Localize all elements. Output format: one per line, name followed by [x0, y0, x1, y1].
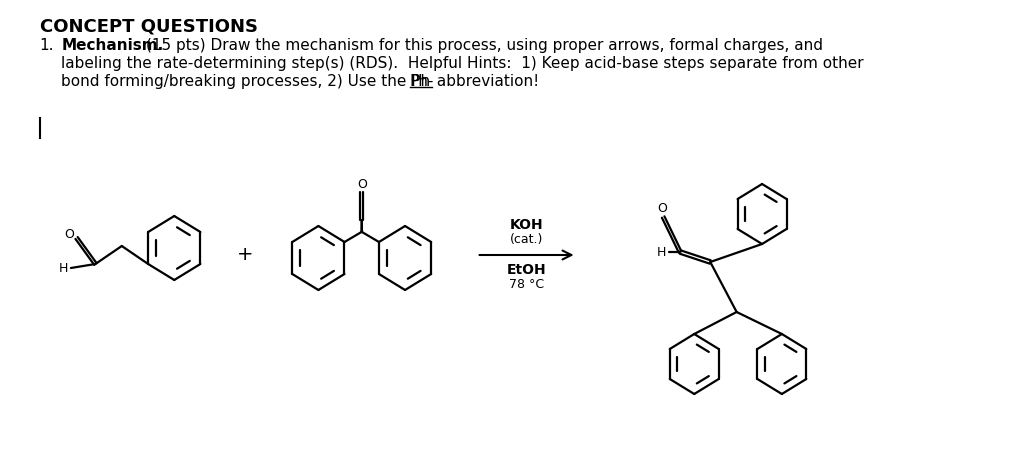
Text: O: O	[657, 202, 668, 215]
Text: bond forming/breaking processes, 2) Use the Ph: bond forming/breaking processes, 2) Use …	[61, 74, 430, 89]
Text: KOH: KOH	[510, 218, 544, 232]
Text: O: O	[356, 178, 367, 191]
Text: Ph-: Ph-	[410, 74, 434, 89]
Text: (cat.): (cat.)	[510, 233, 544, 246]
Text: EtOH: EtOH	[507, 263, 547, 277]
Text: labeling the rate-determining step(s) (RDS).  Helpful Hints:  1) Keep acid-base : labeling the rate-determining step(s) (R…	[61, 56, 864, 71]
Text: H: H	[58, 261, 68, 275]
Text: 1.: 1.	[40, 38, 54, 53]
Text: 78 °C: 78 °C	[509, 279, 544, 291]
Text: CONCEPT QUESTIONS: CONCEPT QUESTIONS	[40, 18, 258, 36]
Text: Mechanism.: Mechanism.	[61, 38, 164, 53]
Text: abbreviation!: abbreviation!	[432, 74, 540, 89]
Text: H: H	[656, 246, 666, 259]
Text: (15 pts) Draw the mechanism for this process, using proper arrows, formal charge: (15 pts) Draw the mechanism for this pro…	[146, 38, 823, 53]
Text: O: O	[65, 227, 74, 241]
Text: +: +	[237, 246, 253, 265]
